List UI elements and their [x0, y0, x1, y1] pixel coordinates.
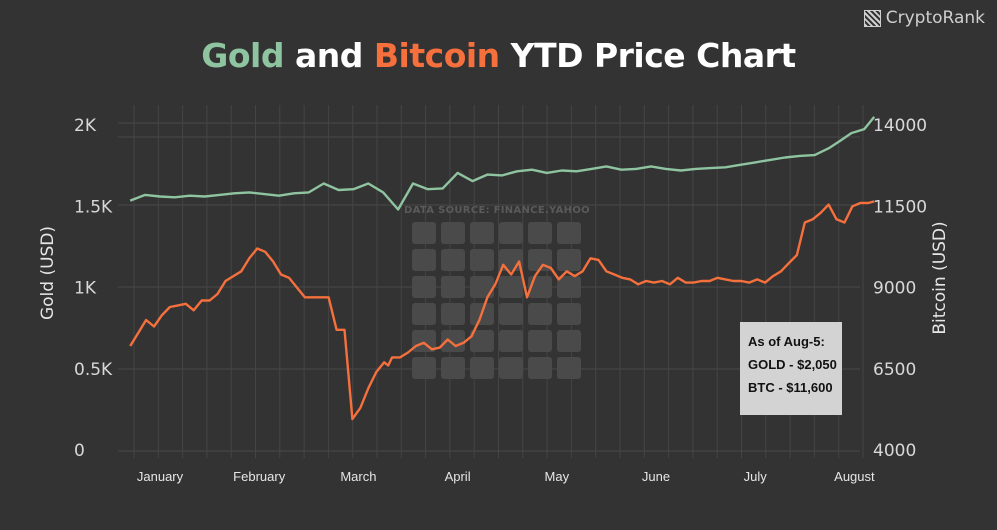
watermark-cell: [470, 249, 494, 271]
brand-name: CryptoRank: [885, 8, 985, 28]
watermark-cell: [412, 303, 436, 325]
left-tick-label: 0: [74, 441, 85, 461]
right-tick-label: 11500: [873, 197, 927, 217]
series-lines: [129, 116, 876, 421]
right-axis-ticks: 4000 6500 9000 11500 14000: [873, 116, 927, 461]
note-date: As of Aug-5:: [748, 334, 825, 349]
watermark-cell: [499, 276, 523, 298]
month-label: March: [340, 469, 376, 484]
note-gold: GOLD - $2,050: [748, 357, 837, 372]
title-and: and: [295, 36, 363, 75]
month-label: May: [545, 469, 570, 484]
title-rest: YTD Price Chart: [510, 36, 797, 75]
watermark-cell: [441, 222, 465, 244]
gold-price-line: [129, 116, 876, 211]
watermark-cell: [557, 222, 581, 244]
watermark-cell: [528, 303, 552, 325]
watermark-cell: [441, 330, 465, 352]
watermark-cell: [499, 330, 523, 352]
watermark-cell: [528, 357, 552, 379]
right-tick-label: 9000: [873, 279, 916, 299]
watermark-cell: [557, 330, 581, 352]
watermark-cell: [412, 276, 436, 298]
watermark-cell: [412, 222, 436, 244]
left-tick-label: 0.5K: [74, 360, 113, 380]
watermark-cell: [499, 303, 523, 325]
watermark-cell: [470, 330, 494, 352]
title-gold: Gold: [201, 36, 284, 75]
month-label: June: [642, 469, 670, 484]
watermark-cell: [412, 249, 436, 271]
watermark-cell: [441, 276, 465, 298]
watermark-cell: [470, 222, 494, 244]
right-tick-label: 4000: [873, 441, 916, 461]
watermark-cell: [499, 357, 523, 379]
title-bitcoin: Bitcoin: [373, 36, 500, 75]
right-tick-label: 14000: [873, 116, 927, 136]
left-tick-label: 1K: [74, 279, 97, 299]
right-axis-label: Bitcoin (USD): [930, 221, 950, 334]
watermark-cell: [412, 357, 436, 379]
watermark-cell: [441, 357, 465, 379]
left-tick-label: 1.5K: [74, 197, 113, 217]
watermark: [412, 222, 581, 379]
brand-logo: CryptoRank: [863, 8, 985, 28]
watermark-cell: [499, 222, 523, 244]
cryptorank-logo-icon: [863, 9, 881, 27]
watermark-cell: [528, 222, 552, 244]
left-axis-ticks: 0 0.5K 1K 1.5K 2K: [74, 116, 113, 461]
price-note-box: As of Aug-5: GOLD - $2,050 BTC - $11,600: [740, 322, 842, 415]
watermark-cell: [470, 276, 494, 298]
month-label: February: [233, 469, 286, 484]
watermark-cell: [557, 249, 581, 271]
month-label: April: [445, 469, 471, 484]
x-axis-ticks: January February March April May June July Augu…: [137, 469, 875, 484]
month-label: August: [834, 469, 875, 484]
left-axis-label: Gold (USD): [38, 226, 58, 320]
bitcoin-price-line: [129, 200, 875, 421]
watermark-cell: [441, 249, 465, 271]
watermark-cell: [557, 357, 581, 379]
watermark-cell: [557, 303, 581, 325]
watermark-cell: [441, 303, 465, 325]
note-btc: BTC - $11,600: [748, 380, 833, 395]
watermark-cell: [528, 330, 552, 352]
watermark-cell: [557, 276, 581, 298]
right-tick-label: 6500: [873, 360, 916, 380]
left-tick-label: 2K: [74, 116, 97, 136]
chart-title: Gold and Bitcoin YTD Price Chart: [0, 36, 997, 75]
month-label: January: [137, 469, 184, 484]
month-label: July: [744, 469, 768, 484]
watermark-cell: [470, 357, 494, 379]
data-source-label: DATA SOURCE: FINANCE.YAHOO: [404, 205, 590, 216]
